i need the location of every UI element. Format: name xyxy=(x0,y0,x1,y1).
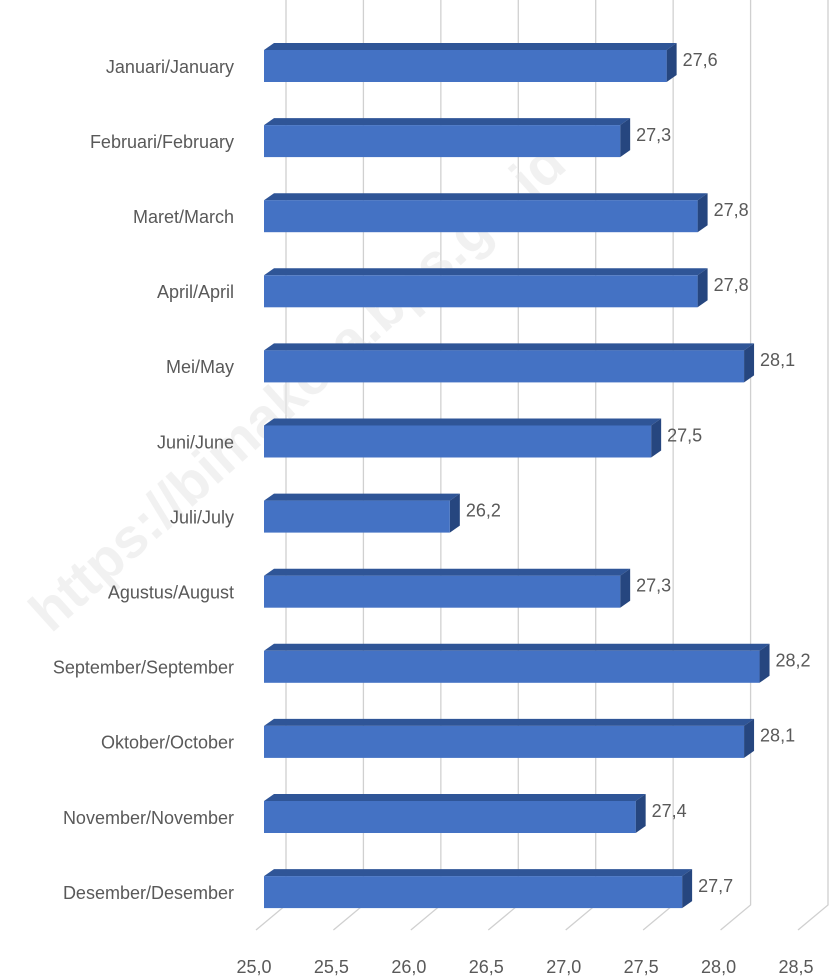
data-label: 27,5 xyxy=(667,425,702,445)
bar-side xyxy=(744,718,755,758)
bar xyxy=(264,876,683,909)
bar-side xyxy=(620,118,631,158)
bar-side xyxy=(682,869,693,909)
x-tick-label: 26,5 xyxy=(469,957,504,977)
bar-top xyxy=(264,718,755,726)
bar-side xyxy=(759,643,770,683)
bar-side xyxy=(651,418,662,458)
bar xyxy=(264,125,621,158)
data-label: 27,8 xyxy=(714,275,749,295)
data-label: 27,6 xyxy=(683,50,718,70)
bar-top xyxy=(264,794,646,801)
bar-top xyxy=(264,493,460,501)
bar xyxy=(264,425,652,458)
y-tick-label: Maret/March xyxy=(133,207,234,227)
bar xyxy=(264,801,636,833)
x-tick-label: 28,5 xyxy=(778,957,813,977)
bar-top xyxy=(264,869,693,877)
data-label: 27,7 xyxy=(698,876,733,896)
x-tick-label: 27,0 xyxy=(546,957,581,977)
y-tick-label: Desember/Desember xyxy=(63,883,234,903)
y-tick-label: Mei/May xyxy=(166,357,234,377)
y-tick-label: Januari/January xyxy=(106,57,234,77)
y-tick-label: Oktober/October xyxy=(101,733,234,753)
bar-side xyxy=(666,43,677,82)
bar-top xyxy=(264,643,770,651)
bar-side xyxy=(697,268,708,308)
y-tick-label: Agustus/August xyxy=(108,582,234,602)
bar xyxy=(264,200,698,233)
bar xyxy=(264,350,745,383)
data-label: 28,1 xyxy=(760,726,795,746)
data-label: 26,2 xyxy=(466,500,501,520)
x-tick-label: 26,0 xyxy=(391,957,426,977)
bar-top xyxy=(264,43,677,50)
bar xyxy=(264,650,760,683)
data-label: 27,8 xyxy=(714,200,749,220)
data-label: 27,3 xyxy=(636,575,671,595)
y-tick-label: Juni/June xyxy=(157,432,234,452)
bar-top xyxy=(264,418,662,426)
bar xyxy=(264,725,745,758)
y-tick-label: September/September xyxy=(53,658,234,678)
data-label: 27,3 xyxy=(636,125,671,145)
bar-side xyxy=(620,568,631,608)
bar-top xyxy=(264,268,708,276)
bar-side xyxy=(744,343,755,383)
grid-line xyxy=(720,0,752,931)
x-tick-label: 25,0 xyxy=(236,957,271,977)
x-tick-label: 28,0 xyxy=(701,957,736,977)
bar-top xyxy=(264,568,631,576)
y-tick-label: Februari/February xyxy=(90,132,234,152)
bar-side xyxy=(697,193,708,233)
bar-side xyxy=(635,794,646,833)
data-label: 28,2 xyxy=(776,651,811,671)
bar xyxy=(264,500,450,533)
bar-top xyxy=(264,118,631,126)
x-tick-label: 25,5 xyxy=(314,957,349,977)
bar-top xyxy=(264,193,708,201)
y-tick-label: November/November xyxy=(63,808,234,828)
grid-line xyxy=(797,0,829,931)
data-label: 28,1 xyxy=(760,350,795,370)
bar xyxy=(264,275,698,308)
bar-top xyxy=(264,343,755,351)
bar xyxy=(264,575,621,608)
y-tick-label: Juli/July xyxy=(170,507,234,527)
bar-side xyxy=(449,493,460,533)
data-label: 27,4 xyxy=(652,801,687,821)
bar xyxy=(264,50,667,82)
x-tick-label: 27,5 xyxy=(624,957,659,977)
y-tick-label: April/April xyxy=(157,282,234,302)
